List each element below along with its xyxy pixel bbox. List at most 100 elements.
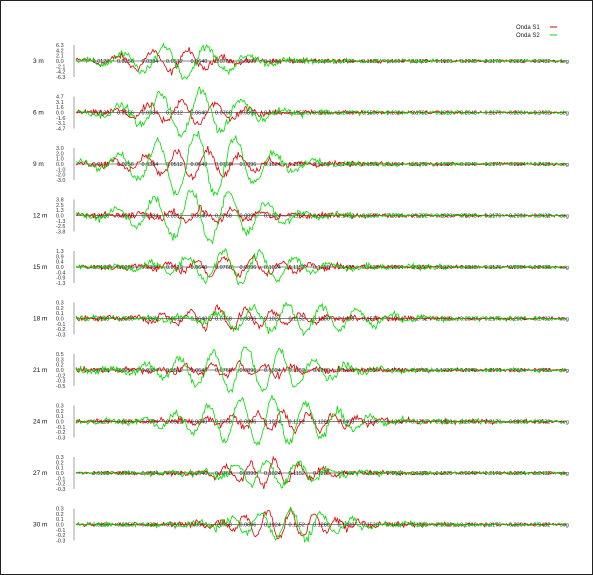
y-tick-label: -2.1	[56, 64, 65, 70]
time-unit-label: seg	[560, 59, 569, 65]
y-tick-label: -6.3	[56, 75, 65, 81]
time-tick-label: 0.1408	[338, 471, 355, 477]
time-tick-label: 0.0640	[191, 420, 208, 426]
y-tick-label: 0.2	[56, 363, 64, 369]
time-tick-label: 0.2048	[460, 368, 477, 374]
time-tick-label: 0.1536	[362, 265, 379, 271]
y-tick-label: 0.5	[56, 352, 64, 358]
time-tick-label: 0.1664	[387, 214, 404, 220]
time-tick-label: 0.0896	[240, 523, 257, 529]
trace-3: 9 m3.02.01.00.0-1.0-2.0-3.00.0128 0.0256 0…	[33, 130, 569, 197]
series-onda-s2	[75, 506, 567, 544]
time-tick-label: 0.2176	[485, 59, 502, 65]
time-tick-label: 0.1408	[338, 523, 355, 529]
time-tick-label: 0.1152	[289, 59, 305, 65]
time-tick-label: 0.2304	[509, 214, 526, 220]
y-tick-label: -0.3	[56, 487, 65, 493]
time-tick-label: 0.0384	[142, 317, 159, 323]
time-tick-label: 0.1536	[362, 368, 379, 374]
trace-7: 21 m 0.50.30.20.0-0.2-0.3-0.5 0.0128 0.0256…	[33, 346, 569, 394]
y-tick-label: -4.7	[56, 127, 65, 133]
time-tick-label: 0.1664	[387, 368, 404, 374]
time-tick-label: 0.1152	[289, 523, 305, 529]
y-tick-label: -0.2	[56, 373, 65, 379]
trace-2: 6 m4.73.11.60.0-1.6-3.1-4.70.0128 0.0256 0…	[33, 86, 569, 138]
y-tick-label: 6.3	[56, 43, 64, 49]
y-tick-label: 0.3	[56, 357, 64, 363]
trace-8: 24 m0.30.20.10.0-0.1-0.2-0.30.0128 0.0256…	[33, 394, 569, 447]
depth-label: 6 m	[33, 110, 44, 117]
y-tick-label: 0.1	[56, 517, 64, 523]
time-tick-label: 0.2176	[485, 111, 502, 117]
y-tick-label: -2.0	[56, 173, 65, 179]
time-tick-label: 0.2432	[534, 317, 551, 323]
depth-label: 24 m	[33, 419, 47, 426]
time-tick-label: 0.0384	[142, 368, 159, 374]
time-tick-label: 0.0896	[240, 317, 257, 323]
y-tick-label: 0.2	[56, 512, 64, 518]
y-tick-label: -0.1	[56, 425, 65, 431]
trace-5: 15 m1.30.90.40.0-0.4-0.9-1.30.0128 0.0256…	[33, 248, 569, 287]
time-tick-label: 0.0896	[240, 368, 257, 374]
y-tick-label: 0.1	[56, 414, 64, 420]
time-tick-label: 0.2176	[485, 214, 502, 220]
y-tick-label: 2.1	[56, 54, 64, 60]
time-tick-label: 0.0128	[93, 368, 110, 374]
series-onda-s2	[75, 130, 567, 197]
time-tick-label: 0.0256	[117, 111, 134, 117]
time-tick-label: 0.1408	[338, 59, 355, 65]
y-tick-label: 3.0	[56, 146, 64, 152]
time-tick-label: 0.0128	[93, 471, 110, 477]
series-onda-s2	[75, 346, 567, 394]
y-tick-label: 0.4	[56, 260, 64, 266]
depth-label: 18 m	[33, 316, 47, 323]
y-tick-label: 0.0	[56, 111, 64, 117]
time-tick-label: 0.0640	[191, 471, 208, 477]
trace-6: 18 m0.30.20.10.0-0.1-0.2-0.30.0128 0.0256…	[33, 301, 569, 339]
time-tick-label: 0.1024	[264, 471, 281, 477]
y-tick-label: -0.1	[56, 528, 65, 534]
time-tick-label: 0.1792	[411, 471, 428, 477]
time-tick-label: 0.0640	[191, 368, 208, 374]
time-tick-label: 0.0768	[215, 59, 232, 65]
y-tick-label: 0.2	[56, 306, 64, 312]
y-tick-label: -3.8	[56, 230, 65, 236]
time-tick-label: 0.0256	[117, 162, 134, 168]
time-tick-label: 0.0640	[191, 111, 208, 117]
time-tick-label: 0.0896	[240, 265, 257, 271]
time-tick-label: 0.0384	[142, 59, 159, 65]
y-tick-label: 1.3	[56, 208, 64, 214]
y-tick-label: 0.9	[56, 254, 64, 260]
y-tick-label: 0.1	[56, 466, 64, 472]
time-tick-label: 0.1280	[313, 420, 330, 426]
time-tick-label: 0.1280	[313, 368, 330, 374]
time-tick-label: 0.1792	[411, 59, 428, 65]
depth-label: 27 m	[33, 470, 47, 477]
y-tick-label: -1.3	[56, 219, 65, 225]
y-tick-label: -0.3	[56, 539, 65, 545]
depth-label: 3 m	[33, 58, 44, 65]
y-tick-label: 0.0	[56, 265, 64, 271]
legend: Onda S1 Onda S2	[516, 25, 557, 39]
legend-label-0: Onda S1	[516, 25, 540, 31]
depth-label: 9 m	[33, 161, 44, 168]
time-tick-label: 0.2048	[460, 523, 477, 529]
time-tick-label: 0.1408	[338, 317, 355, 323]
y-tick-label: -0.2	[56, 327, 65, 333]
time-tick-label: 0.0384	[142, 162, 159, 168]
y-tick-label: 0.1	[56, 311, 64, 317]
time-tick-label: 0.0640	[191, 214, 208, 220]
y-tick-label: 1.6	[56, 105, 64, 111]
time-tick-label: 0.0640	[191, 523, 208, 529]
y-tick-label: -0.4	[56, 270, 65, 276]
series-onda-s2	[75, 86, 567, 138]
time-tick-label: 0.1024	[264, 265, 281, 271]
y-tick-label: -3.1	[56, 121, 65, 127]
y-tick-label: 0.0	[56, 368, 64, 374]
time-tick-label: 0.2304	[509, 317, 526, 323]
time-tick-label: 0.0640	[191, 59, 208, 65]
depth-label: 21 m	[33, 367, 47, 374]
time-tick-label: 0.0512	[166, 59, 183, 65]
time-tick-label: 0.0512	[166, 111, 183, 117]
time-tick-label: 0.2304	[509, 162, 526, 168]
